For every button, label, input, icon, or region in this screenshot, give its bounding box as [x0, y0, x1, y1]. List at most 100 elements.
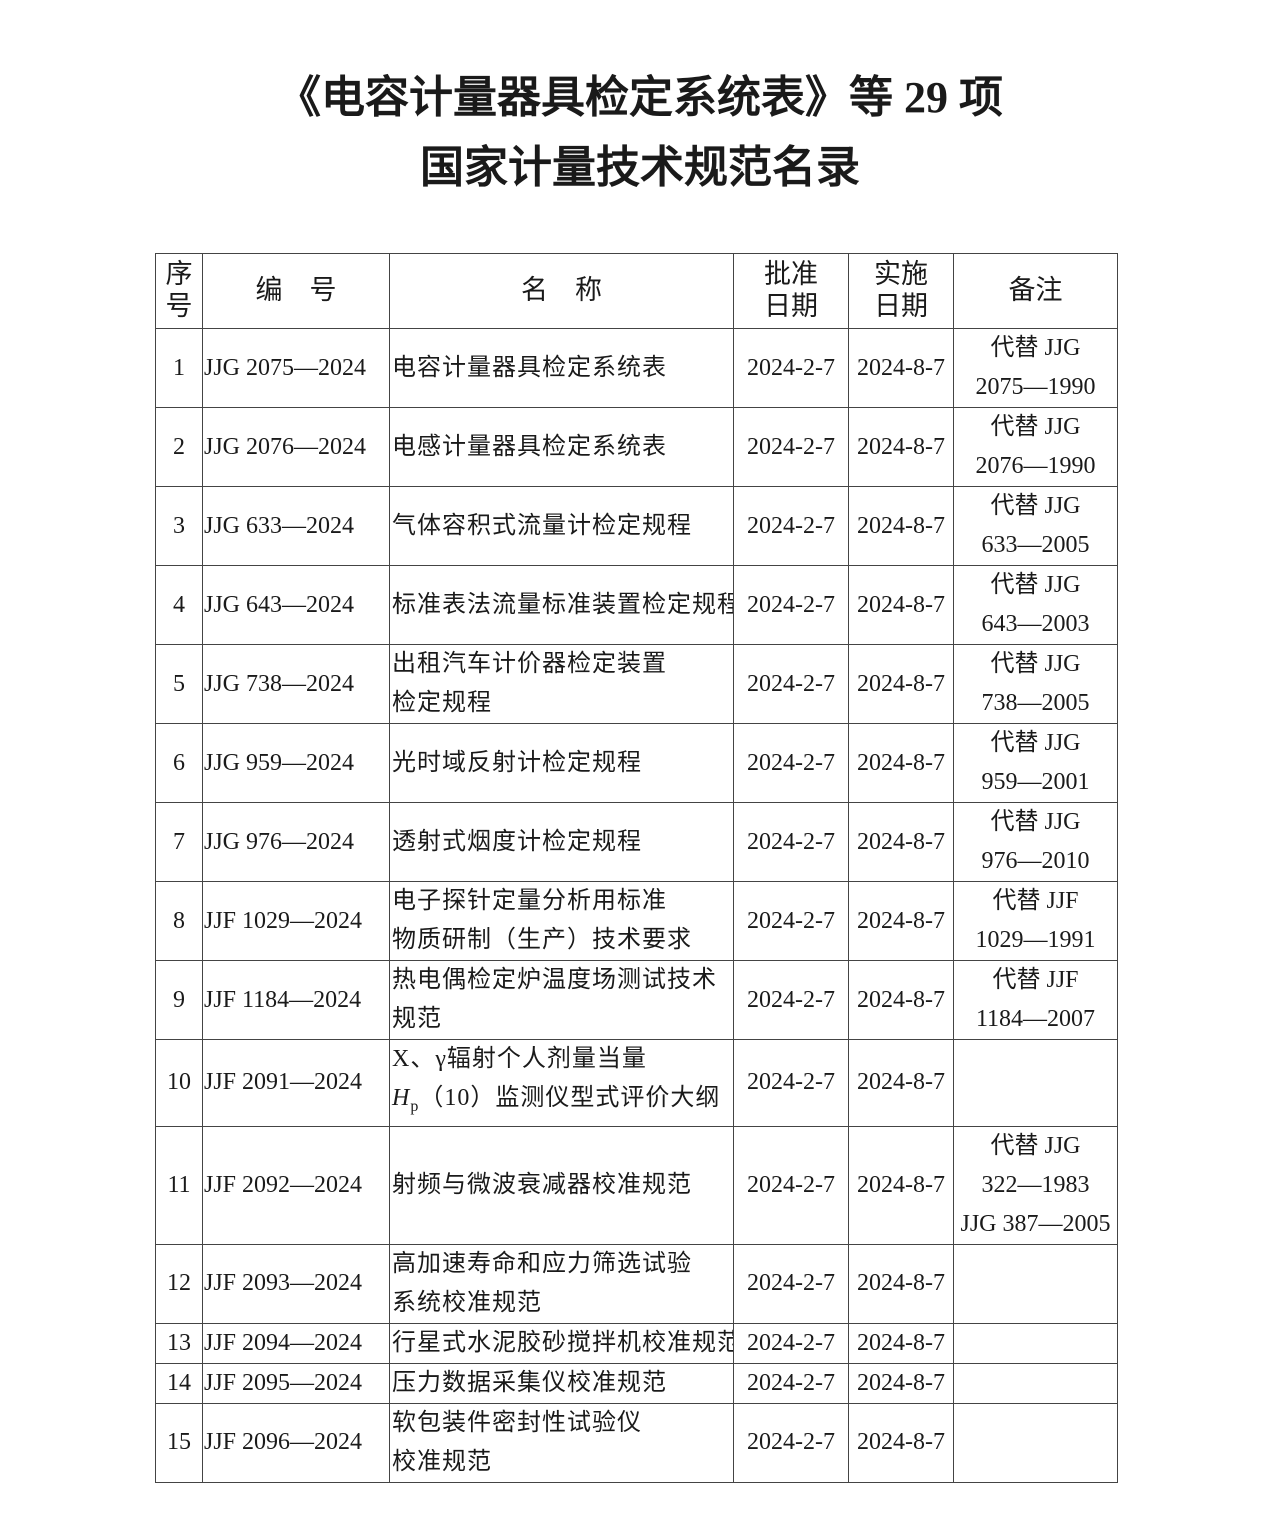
name-line: 电感计量器具检定系统表: [392, 433, 667, 460]
remark-line: 2075—1990: [975, 374, 1096, 400]
cell-implement-date: 2024-8-7: [848, 1039, 954, 1127]
cell-approve-date: 2024-2-7: [733, 1402, 849, 1483]
cell-implement-date: 2024-8-7: [848, 802, 954, 882]
table-row: 7 JJG 976—2024 透射式烟度计检定规程 2024-2-7 2024-8-7 代…: [155, 802, 1118, 882]
cell-remark: [953, 1322, 1118, 1364]
cell-seq: 3: [155, 486, 203, 566]
cell-name: 电容计量器具检定系统表: [389, 328, 734, 408]
cell-code: JJF 2095—2024: [202, 1362, 390, 1404]
cell-seq: 15: [155, 1402, 203, 1483]
table-row: 1 JJG 2075—2024 电容计量器具检定系统表 2024-2-7 2024-8-…: [155, 328, 1118, 408]
cell-name: X、γ辐射个人剂量当量 Hp（10）监测仪型式评价大纲: [389, 1039, 734, 1127]
cell-implement-date: 2024-8-7: [848, 723, 954, 803]
remark-line: 2076—1990: [975, 453, 1096, 479]
cell-seq: 13: [155, 1322, 203, 1364]
remark-line: 959—2001: [981, 769, 1090, 795]
table-row: 4 JJG 643—2024 标准表法流量标准装置检定规程 2024-2-7 2024-…: [155, 565, 1118, 645]
table-row: 9 JJF 1184—2024 热电偶检定炉温度场测试技术 规范 2024-2-7 202…: [155, 960, 1118, 1040]
header-name: 名 称: [389, 253, 734, 329]
cell-remark: [953, 1039, 1118, 1127]
name-line: 出租汽车计价器检定装置: [392, 651, 667, 677]
cell-code: JJG 2076—2024: [202, 407, 390, 487]
cell-remark: [953, 1402, 1118, 1483]
cell-remark: 代替 JJG 643—2003: [953, 565, 1118, 645]
remark-line: 1184—2007: [975, 1006, 1096, 1032]
cell-remark: 代替 JJG 322—1983 JJG 387—2005: [953, 1125, 1118, 1245]
cell-name: 高加速寿命和应力筛选试验 系统校准规范: [389, 1243, 734, 1324]
cell-remark: [953, 1362, 1118, 1404]
cell-seq: 11: [155, 1125, 203, 1245]
name-line: 透射式烟度计检定规程: [392, 828, 642, 855]
document-title-line1: 《电容计量器具检定系统表》等 29 项: [277, 73, 1003, 122]
cell-implement-date: 2024-8-7: [848, 644, 954, 724]
cell-name: 标准表法流量标准装置检定规程: [389, 565, 734, 645]
cell-seq: 2: [155, 407, 203, 487]
name-line: X、γ辐射个人剂量当量: [392, 1046, 647, 1072]
table-row: 13 JJF 2094—2024 行星式水泥胶砂搅拌机校准规范 2024-2-7 202…: [155, 1322, 1118, 1364]
cell-seq: 7: [155, 802, 203, 882]
cell-code: JJG 2075—2024: [202, 328, 390, 408]
document-title-line2: 国家计量技术规范名录: [420, 143, 860, 192]
name-line: 热电偶检定炉温度场测试技术: [392, 967, 717, 993]
cell-code: JJG 633—2024: [202, 486, 390, 566]
header-remark: 备注: [953, 253, 1118, 329]
cell-code: JJF 2093—2024: [202, 1243, 390, 1324]
name-line: 气体容积式流量计检定规程: [392, 512, 692, 539]
name-line: 电容计量器具检定系统表: [392, 354, 667, 381]
cell-implement-date: 2024-8-7: [848, 1243, 954, 1324]
name-line: Hp（10）监测仪型式评价大纲: [392, 1085, 721, 1115]
cell-implement-date: 2024-8-7: [848, 960, 954, 1040]
name-line: 检定规程: [392, 690, 492, 716]
name-line: 校准规范: [392, 1448, 492, 1475]
cell-approve-date: 2024-2-7: [733, 1125, 849, 1245]
cell-seq: 5: [155, 644, 203, 724]
cell-seq: 14: [155, 1362, 203, 1404]
cell-approve-date: 2024-2-7: [733, 486, 849, 566]
cell-remark: 代替 JJG 2076—1990: [953, 407, 1118, 487]
table-row: 11 JJF 2092—2024 射频与微波衰减器校准规范 2024-2-7 2024-…: [155, 1125, 1118, 1245]
cell-name: 电感计量器具检定系统表: [389, 407, 734, 487]
cell-implement-date: 2024-8-7: [848, 1362, 954, 1404]
remark-line: 代替 JJG: [990, 809, 1081, 835]
table-header-row: 序号 编 号 名 称 批准 日期 实施 日期 备注: [155, 253, 1118, 329]
cell-implement-date: 2024-8-7: [848, 881, 954, 961]
remark-line: 322—1983: [981, 1171, 1090, 1198]
cell-name: 出租汽车计价器检定装置 检定规程: [389, 644, 734, 724]
cell-seq: 6: [155, 723, 203, 803]
remark-line: 代替 JJG: [990, 651, 1081, 677]
remark-line: 738—2005: [981, 690, 1090, 716]
name-line: 规范: [392, 1006, 442, 1032]
cell-remark: 代替 JJG 959—2001: [953, 723, 1118, 803]
cell-name: 热电偶检定炉温度场测试技术 规范: [389, 960, 734, 1040]
remark-line: JJG 387—2005: [960, 1210, 1111, 1237]
remark-line: 代替 JJF: [992, 967, 1079, 993]
cell-approve-date: 2024-2-7: [733, 644, 849, 724]
cell-code: JJG 976—2024: [202, 802, 390, 882]
remark-line: 代替 JJG: [990, 493, 1081, 519]
cell-implement-date: 2024-8-7: [848, 1125, 954, 1245]
cell-code: JJF 2094—2024: [202, 1322, 390, 1364]
table-row: 10 JJF 2091—2024 X、γ辐射个人剂量当量 Hp（10）监测仪型式评价大…: [155, 1039, 1118, 1127]
remark-line: 643—2003: [981, 611, 1090, 637]
header-code: 编 号: [202, 253, 390, 329]
remark-line: 代替 JJG: [990, 572, 1081, 598]
name-line: 电子探针定量分析用标准: [392, 888, 667, 914]
cell-code: JJF 1184—2024: [202, 960, 390, 1040]
table-row: 5 JJG 738—2024 出租汽车计价器检定装置 检定规程 2024-2-7 2024…: [155, 644, 1118, 724]
remark-line: 代替 JJG: [990, 1132, 1081, 1159]
header-approve-date: 批准 日期: [733, 253, 849, 329]
cell-code: JJF 2091—2024: [202, 1039, 390, 1127]
name-line: 压力数据采集仪校准规范: [392, 1369, 667, 1396]
cell-approve-date: 2024-2-7: [733, 1362, 849, 1404]
cell-approve-date: 2024-2-7: [733, 723, 849, 803]
cell-approve-date: 2024-2-7: [733, 802, 849, 882]
cell-approve-date: 2024-2-7: [733, 1322, 849, 1364]
cell-implement-date: 2024-8-7: [848, 486, 954, 566]
cell-approve-date: 2024-2-7: [733, 328, 849, 408]
cell-seq: 9: [155, 960, 203, 1040]
name-line: 标准表法流量标准装置检定规程: [392, 591, 734, 618]
cell-approve-date: 2024-2-7: [733, 565, 849, 645]
cell-name: 电子探针定量分析用标准 物质研制（生产）技术要求: [389, 881, 734, 961]
cell-approve-date: 2024-2-7: [733, 1039, 849, 1127]
cell-implement-date: 2024-8-7: [848, 407, 954, 487]
